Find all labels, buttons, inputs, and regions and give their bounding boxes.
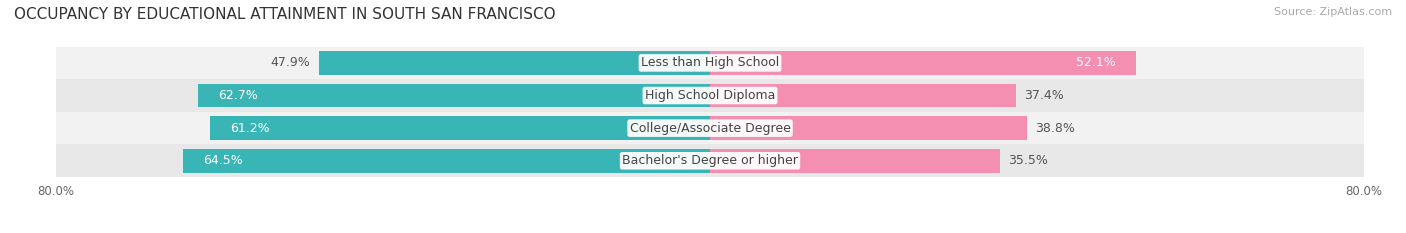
Bar [56,79,1364,112]
Text: 64.5%: 64.5% [204,154,243,167]
Bar [56,47,1364,79]
Bar [209,116,710,140]
Bar [319,51,710,75]
Text: 38.8%: 38.8% [1035,122,1076,135]
Text: 35.5%: 35.5% [1008,154,1049,167]
Bar [198,84,710,107]
Text: Bachelor's Degree or higher: Bachelor's Degree or higher [621,154,799,167]
Text: Less than High School: Less than High School [641,56,779,69]
Bar [710,116,1028,140]
Text: High School Diploma: High School Diploma [645,89,775,102]
Bar [710,149,1000,172]
Bar [710,51,1136,75]
Text: 52.1%: 52.1% [1076,56,1115,69]
Text: Source: ZipAtlas.com: Source: ZipAtlas.com [1274,7,1392,17]
Text: 61.2%: 61.2% [231,122,270,135]
Bar [56,112,1364,144]
Text: 62.7%: 62.7% [218,89,257,102]
Text: College/Associate Degree: College/Associate Degree [630,122,790,135]
Bar [56,144,1364,177]
Text: OCCUPANCY BY EDUCATIONAL ATTAINMENT IN SOUTH SAN FRANCISCO: OCCUPANCY BY EDUCATIONAL ATTAINMENT IN S… [14,7,555,22]
Text: 47.9%: 47.9% [270,56,311,69]
Bar [183,149,710,172]
Text: 37.4%: 37.4% [1024,89,1063,102]
Bar [710,84,1015,107]
